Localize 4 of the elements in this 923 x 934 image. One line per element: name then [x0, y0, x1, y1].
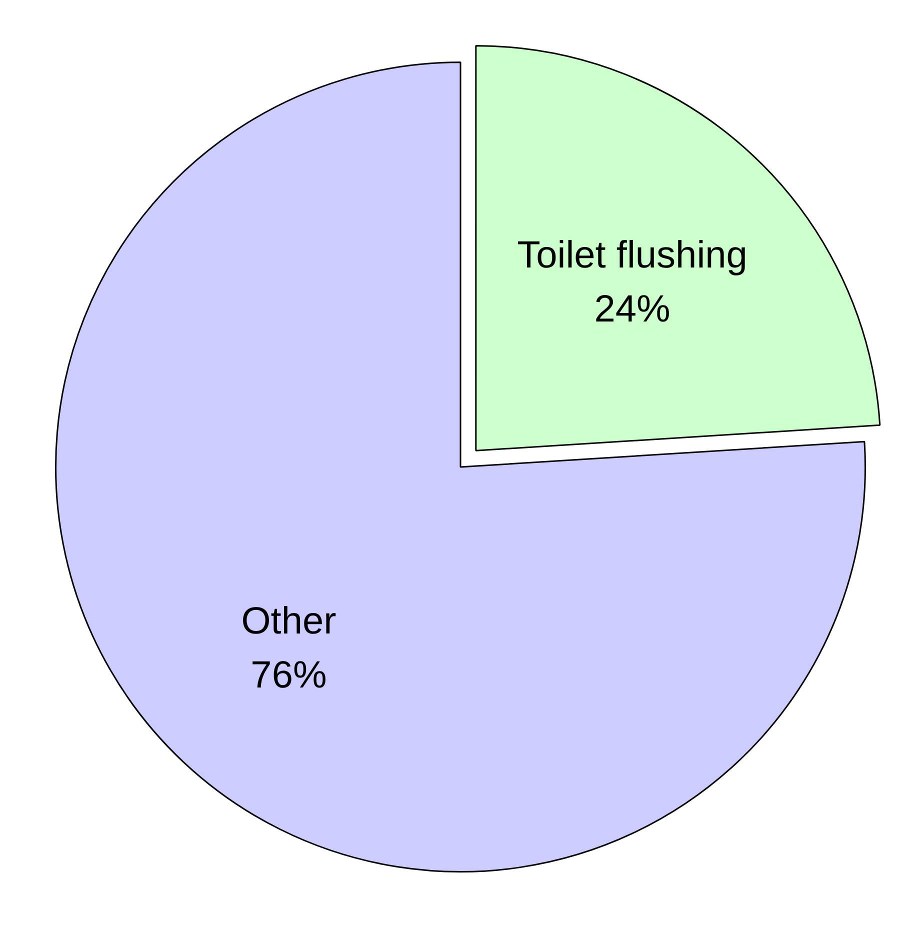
data-label: 24% — [594, 288, 670, 331]
data-label: 76% — [250, 654, 327, 696]
slice-label: Toilet flushing — [517, 234, 748, 277]
slice-label: Other — [241, 600, 337, 642]
